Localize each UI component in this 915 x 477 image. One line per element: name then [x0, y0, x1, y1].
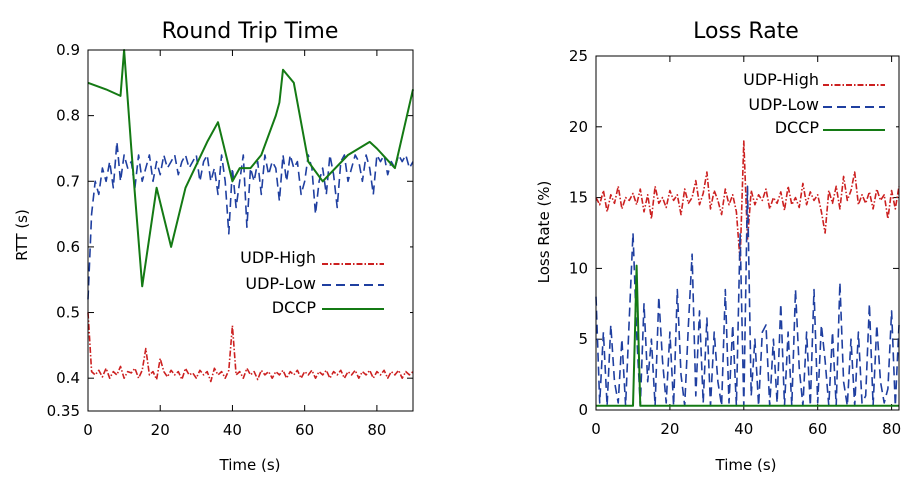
rtt-legend-label-dccp: DCCP: [272, 298, 317, 317]
rtt-series-dccp-line: [87, 49, 414, 288]
rtt-x-tick-label: 0: [83, 421, 93, 439]
loss-legend: UDP-High UDP-Low DCCP: [700, 66, 896, 138]
rtt-chart-x-axis-label: Time (s): [219, 456, 281, 474]
rtt-chart-y-axis-label: RTT (s): [13, 209, 31, 261]
rtt-series-udp-low-line: [87, 141, 414, 300]
loss-axis-ticks: 0 5 10 15 20 25 0 20 40 60 80: [569, 47, 901, 438]
loss-y-tick-label: 10: [569, 259, 588, 277]
rtt-series-group: [87, 49, 414, 383]
loss-y-tick-label: 15: [569, 189, 588, 207]
loss-y-tick-label: 25: [569, 47, 588, 65]
loss-y-tick-label: 5: [578, 330, 588, 348]
rtt-y-tick-label: 0.4: [56, 369, 80, 387]
loss-plot-frame: [595, 55, 900, 411]
loss-chart-title: Loss Rate: [693, 19, 799, 44]
loss-x-tick-label: 80: [882, 420, 901, 438]
rtt-legend-backdrop: [215, 240, 410, 320]
loss-series-group: [595, 140, 900, 407]
rtt-x-tick-label: 40: [223, 421, 242, 439]
rtt-plot-frame: [87, 49, 414, 412]
rtt-y-tick-label: 0.8: [56, 107, 80, 125]
loss-y-tick-label: 20: [569, 118, 588, 136]
loss-chart-y-axis-label: Loss Rate (%): [535, 181, 553, 284]
loss-y-tick-label: 0: [578, 401, 588, 419]
loss-legend-label-dccp: DCCP: [775, 118, 820, 137]
rtt-legend: UDP-High UDP-Low DCCP: [215, 240, 410, 320]
loss-x-tick-label: 0: [591, 420, 601, 438]
rtt-y-tick-label: 0.5: [56, 304, 80, 322]
rtt-x-tick-label: 20: [151, 421, 170, 439]
loss-legend-label-udp-low: UDP-Low: [748, 95, 819, 114]
loss-series-dccp-line: [596, 264, 899, 407]
rtt-y-tick-label: 0.35: [47, 402, 80, 420]
loss-chart: Loss Rate Loss Rate (%) Time (s) 0 5 10 15 2…: [535, 19, 901, 474]
rtt-series-udp-high-line: [87, 312, 414, 383]
rtt-y-tick-label: 0.9: [56, 41, 80, 59]
rtt-chart: Round Trip Time RTT (s) Time (s) 0.35 0.4…: [13, 19, 414, 474]
rtt-chart-title: Round Trip Time: [162, 19, 339, 44]
loss-x-tick-label: 60: [808, 420, 827, 438]
loss-x-tick-label: 20: [660, 420, 679, 438]
loss-series-udp-low-line: [595, 185, 900, 407]
rtt-y-tick-label: 0.6: [56, 238, 80, 256]
loss-chart-x-axis-label: Time (s): [715, 456, 777, 474]
rtt-axis-ticks: 0.35 0.4 0.5 0.6 0.7 0.8 0.9 0 20 40 60 80: [47, 41, 413, 439]
loss-x-tick-label: 40: [734, 420, 753, 438]
loss-series-udp-high-line: [595, 140, 900, 263]
rtt-legend-label-udp-low: UDP-Low: [245, 274, 316, 293]
rtt-y-tick-label: 0.7: [56, 172, 80, 190]
rtt-x-tick-label: 60: [295, 421, 314, 439]
loss-legend-backdrop: [700, 66, 896, 138]
loss-legend-label-udp-high: UDP-High: [743, 70, 819, 89]
rtt-legend-label-udp-high: UDP-High: [240, 248, 316, 267]
rtt-x-tick-label: 80: [367, 421, 386, 439]
